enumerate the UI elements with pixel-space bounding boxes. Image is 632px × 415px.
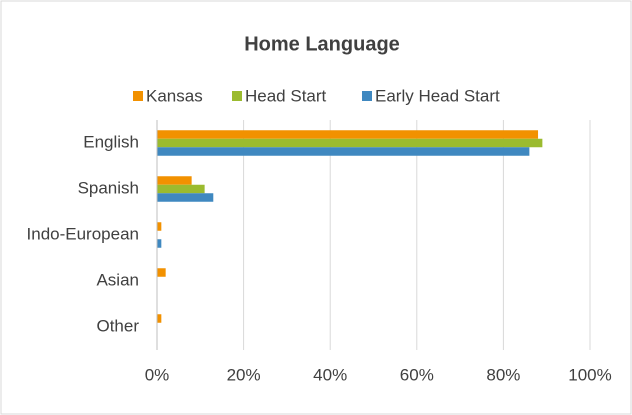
x-tick-label: 80% bbox=[486, 365, 520, 384]
legend-label: Kansas bbox=[146, 86, 203, 105]
x-tick-label: 40% bbox=[313, 365, 347, 384]
bar bbox=[157, 314, 162, 323]
y-tick-label: Other bbox=[96, 316, 139, 335]
legend-swatch bbox=[133, 91, 143, 101]
bar bbox=[157, 130, 539, 139]
legend-swatch bbox=[232, 91, 242, 101]
legend-label: Head Start bbox=[245, 86, 327, 105]
bar bbox=[157, 268, 166, 277]
y-tick-label: English bbox=[83, 132, 139, 151]
x-tick-label: 0% bbox=[145, 365, 170, 384]
legend-label: Early Head Start bbox=[375, 86, 500, 105]
y-tick-label: Spanish bbox=[78, 178, 139, 197]
y-tick-label: Asian bbox=[96, 270, 139, 289]
chart-title: Home Language bbox=[244, 33, 400, 55]
x-tick-label: 60% bbox=[400, 365, 434, 384]
bar bbox=[157, 222, 162, 231]
x-tick-label: 20% bbox=[227, 365, 261, 384]
bar bbox=[157, 184, 205, 194]
x-tick-label: 100% bbox=[568, 365, 611, 384]
bar bbox=[157, 176, 192, 185]
legend-swatch bbox=[362, 91, 372, 101]
bar bbox=[157, 138, 543, 148]
bar bbox=[157, 239, 162, 248]
y-tick-label: Indo-European bbox=[27, 224, 139, 243]
bar bbox=[157, 147, 530, 156]
bar bbox=[157, 193, 214, 202]
